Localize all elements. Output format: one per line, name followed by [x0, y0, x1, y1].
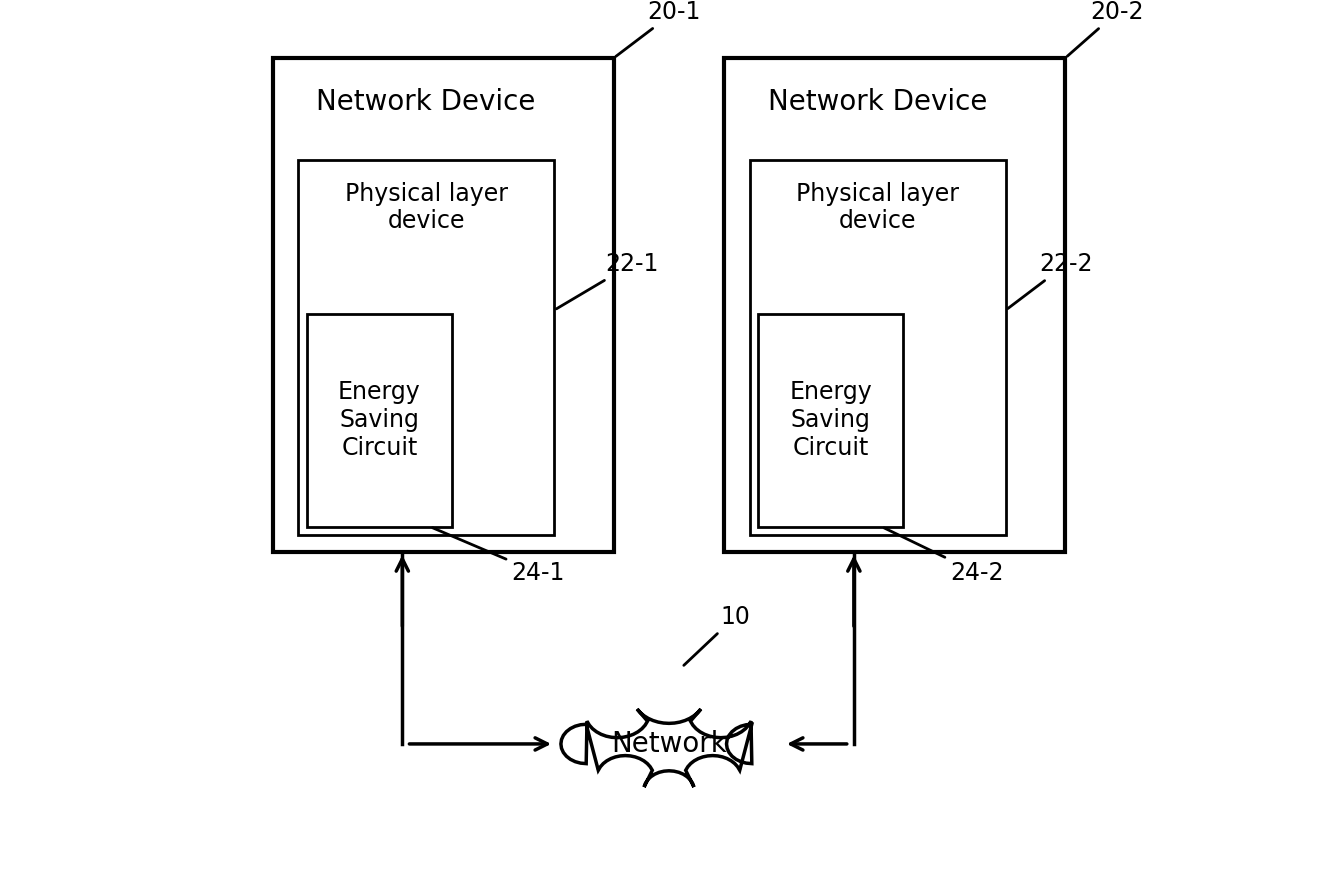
- Text: 10: 10: [684, 605, 751, 666]
- Bar: [749, 160, 1006, 535]
- Text: Network Device: Network Device: [768, 88, 987, 116]
- Text: Physical layer
device: Physical layer device: [345, 181, 507, 233]
- Text: Physical layer
device: Physical layer device: [796, 181, 959, 233]
- Text: Energy
Saving
Circuit: Energy Saving Circuit: [339, 380, 420, 460]
- Text: 22-1: 22-1: [557, 252, 658, 309]
- Text: 22-2: 22-2: [1008, 252, 1093, 308]
- PathPatch shape: [561, 709, 752, 787]
- Bar: [724, 58, 1065, 552]
- Text: 20-1: 20-1: [615, 0, 701, 56]
- Bar: [306, 314, 452, 526]
- Text: 20-2: 20-2: [1068, 0, 1144, 56]
- Text: 24-1: 24-1: [432, 527, 565, 585]
- Bar: [759, 314, 903, 526]
- Text: Network: Network: [611, 730, 727, 758]
- Bar: [298, 160, 554, 535]
- Text: Network Device: Network Device: [317, 88, 535, 116]
- Text: Energy
Saving
Circuit: Energy Saving Circuit: [789, 380, 872, 460]
- Text: 24-2: 24-2: [884, 528, 1004, 585]
- Bar: [273, 58, 614, 552]
